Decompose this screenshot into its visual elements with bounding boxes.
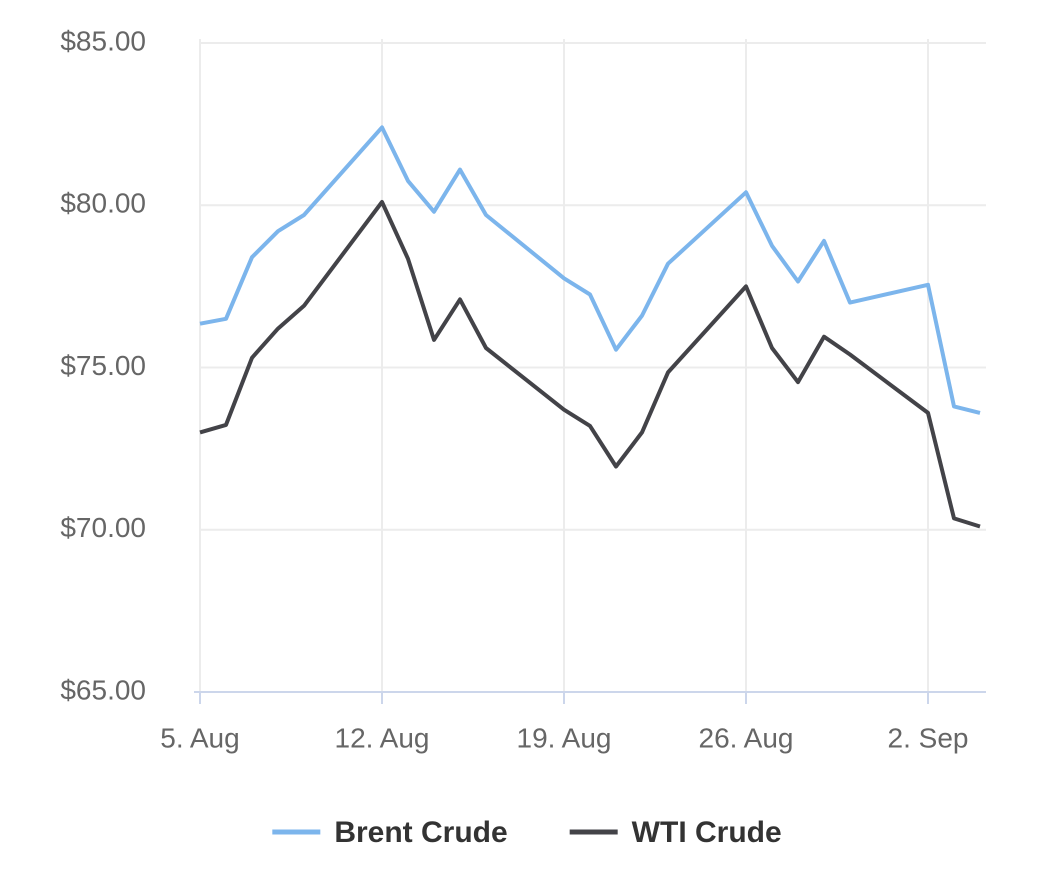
series-line — [199, 200, 981, 529]
y-tick-label: $70.00 — [60, 512, 146, 543]
y-tick-label: $85.00 — [60, 25, 146, 56]
x-tick-label: 2. Sep — [888, 722, 969, 753]
y-tick-label: $65.00 — [60, 674, 146, 705]
legend-label: Brent Crude — [334, 816, 507, 849]
x-tick-label: 5. Aug — [160, 722, 239, 753]
y-tick-label: $80.00 — [60, 188, 146, 219]
series-line — [199, 125, 981, 415]
legend-label: WTI Crude — [632, 816, 782, 849]
x-tick-label: 12. Aug — [335, 722, 430, 753]
legend: Brent Crude WTI Crude — [272, 816, 782, 849]
x-tick-label: 19. Aug — [517, 722, 612, 753]
x-tick-label: 26. Aug — [699, 722, 794, 753]
y-tick-label: $75.00 — [60, 350, 146, 381]
